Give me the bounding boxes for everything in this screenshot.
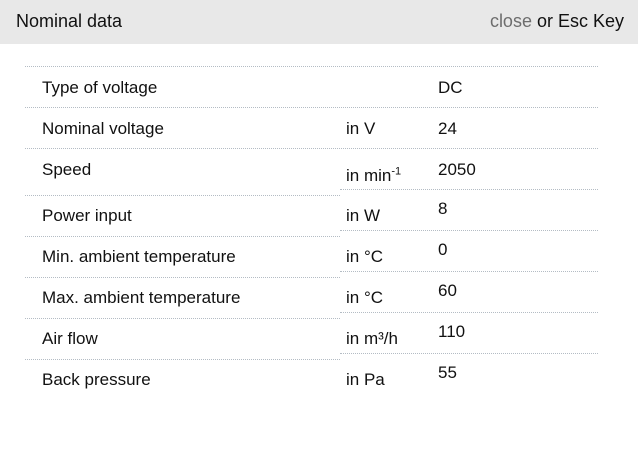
- row-value: 8: [438, 199, 448, 218]
- row-unit: in Pa: [346, 370, 385, 389]
- row-divider: [25, 318, 340, 319]
- unit-superscript: -1: [391, 165, 402, 178]
- close-link[interactable]: close: [489, 11, 532, 31]
- row-unit: in m³/h: [346, 329, 398, 348]
- close-hint: close or Esc Key: [490, 11, 624, 32]
- row-divider: [25, 195, 340, 196]
- row-label: Min. ambient temperature: [42, 247, 236, 266]
- row-divider: [25, 107, 598, 108]
- row-value: DC: [438, 78, 463, 97]
- row-unit: in min-1: [346, 166, 401, 186]
- row-value: 110: [438, 322, 466, 341]
- row-value: 24: [438, 119, 457, 138]
- row-value: 55: [438, 363, 457, 382]
- dialog-title: Nominal data: [16, 11, 123, 31]
- value-divider: [340, 230, 598, 231]
- row-unit: in °C: [346, 288, 384, 307]
- value-divider: [340, 312, 598, 313]
- row-value: 0: [438, 240, 448, 259]
- value-divider: [340, 271, 598, 272]
- row-unit: in W: [346, 206, 380, 225]
- row-label: Nominal voltage: [42, 119, 164, 138]
- row-label: Type of voltage: [42, 78, 158, 97]
- row-label: Speed: [42, 160, 92, 179]
- row-label: Power input: [42, 206, 132, 225]
- row-divider: [25, 236, 340, 237]
- row-value: 2050: [438, 160, 476, 179]
- row-label: Air flow: [42, 329, 98, 348]
- row-label: Back pressure: [42, 370, 151, 389]
- dialog-header: Nominal data close or Esc Key: [0, 0, 638, 44]
- row-divider: [25, 277, 340, 278]
- row-value: 60: [438, 281, 457, 300]
- value-divider: [340, 353, 598, 354]
- row-unit: in V: [346, 119, 376, 138]
- value-divider: [340, 189, 598, 190]
- row-divider: [25, 359, 340, 360]
- close-hint-suffix: or Esc Key: [531, 11, 624, 31]
- unit-text: in min: [346, 166, 392, 185]
- row-divider: [25, 148, 598, 149]
- row-label: Max. ambient temperature: [42, 288, 241, 307]
- row-divider: [25, 66, 598, 67]
- row-unit: in °C: [346, 247, 384, 266]
